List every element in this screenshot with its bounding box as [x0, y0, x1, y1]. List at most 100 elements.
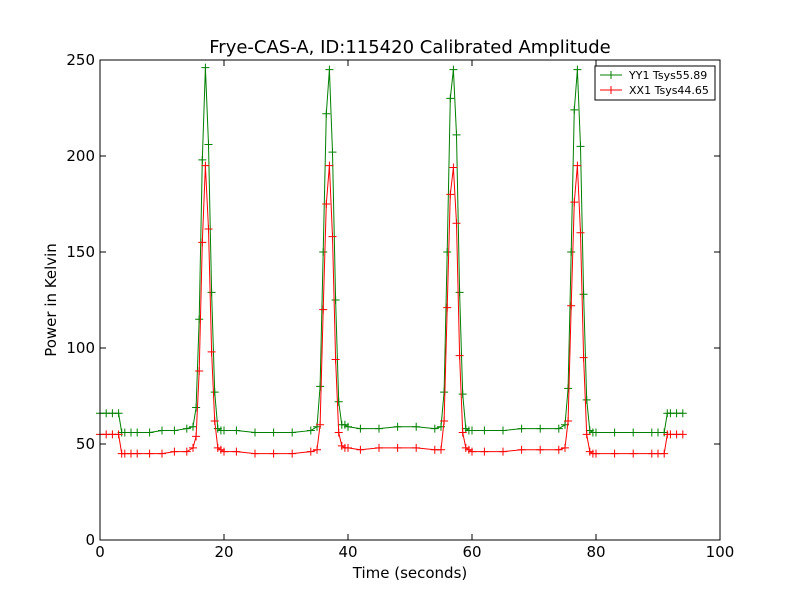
data-point	[610, 449, 619, 458]
legend-label-xx1: XX1 Tsys44.65	[629, 84, 709, 97]
data-point	[133, 449, 142, 458]
data-point	[579, 353, 588, 362]
x-tick-label: 0	[95, 543, 105, 561]
data-point	[582, 395, 591, 404]
data-point	[331, 296, 340, 304]
x-axis-label: Time (seconds)	[352, 564, 468, 582]
data-point	[517, 445, 526, 454]
data-point	[449, 65, 458, 74]
data-point	[458, 390, 467, 399]
data-point	[579, 290, 588, 299]
data-point	[375, 424, 383, 433]
data-point	[328, 148, 337, 157]
data-point	[334, 428, 343, 437]
data-point	[468, 447, 476, 456]
data-point	[629, 428, 638, 437]
data-point	[567, 248, 576, 256]
data-point	[536, 424, 545, 433]
data-point	[678, 430, 687, 439]
data-point	[554, 445, 563, 454]
data-point	[288, 428, 297, 437]
data-point	[554, 424, 563, 433]
data-point	[306, 426, 315, 435]
data-point	[210, 388, 219, 397]
data-point	[198, 238, 207, 247]
data-point	[232, 426, 241, 435]
data-point	[316, 382, 325, 391]
data-point	[480, 426, 489, 435]
data-point	[251, 449, 259, 458]
data-point	[201, 161, 210, 170]
data-point	[158, 426, 166, 435]
data-point	[610, 428, 619, 437]
data-point	[437, 445, 445, 454]
plot-area	[96, 63, 687, 458]
data-point	[331, 355, 340, 364]
data-point	[455, 351, 464, 360]
data-point	[443, 248, 452, 256]
data-point	[201, 63, 210, 72]
data-point	[306, 447, 315, 456]
x-tick-label: 100	[706, 543, 735, 561]
data-point	[576, 142, 585, 151]
data-point	[356, 445, 365, 454]
series-line	[100, 165, 683, 455]
data-point	[430, 424, 439, 433]
data-point	[189, 443, 197, 452]
legend-marker-xx1	[607, 86, 615, 94]
data-point	[210, 416, 219, 425]
x-tick-label: 60	[462, 543, 481, 561]
data-point	[570, 105, 579, 114]
data-point	[322, 200, 331, 208]
y-tick-label: 200	[66, 147, 95, 165]
data-point	[375, 443, 383, 452]
data-point	[443, 303, 452, 312]
data-point	[170, 447, 179, 456]
data-point	[564, 384, 573, 393]
data-point	[536, 445, 545, 454]
data-point	[158, 449, 166, 458]
legend-box	[594, 65, 716, 101]
data-point	[458, 428, 467, 437]
data-point	[133, 428, 142, 437]
data-point	[678, 409, 687, 418]
y-tick-label: 150	[66, 243, 95, 261]
x-axis: 0 20 40 60 80 100	[95, 60, 734, 561]
data-point	[468, 426, 476, 435]
plot-frame	[99, 59, 721, 541]
data-point	[517, 424, 526, 433]
x-tick-label: 20	[214, 543, 233, 561]
data-point	[393, 422, 402, 431]
data-point	[269, 428, 278, 437]
data-point	[145, 428, 154, 437]
data-point	[269, 449, 278, 458]
series-line	[100, 67, 683, 433]
data-point	[629, 449, 638, 458]
data-point	[440, 388, 449, 397]
chart-title: Frye-CAS-A, ID:115420 Calibrated Amplitu…	[209, 37, 610, 58]
data-point	[204, 140, 213, 149]
data-point	[660, 449, 669, 458]
data-point	[328, 232, 337, 241]
data-point	[573, 65, 582, 74]
data-point	[573, 161, 582, 170]
y-axis-label: Power in Kelvin	[42, 243, 60, 357]
data-point	[251, 428, 259, 437]
data-point	[412, 443, 421, 452]
data-point	[288, 449, 297, 458]
data-point	[561, 443, 569, 452]
data-point	[319, 248, 328, 256]
y-tick-label: 100	[66, 339, 95, 357]
data-point	[582, 430, 591, 439]
data-point	[192, 432, 201, 441]
data-point	[145, 449, 154, 458]
data-point	[567, 301, 576, 310]
data-point	[195, 367, 204, 376]
data-point	[182, 447, 191, 456]
data-point	[189, 422, 197, 431]
data-point	[182, 424, 191, 433]
data-point	[316, 420, 325, 429]
series-1	[96, 161, 687, 458]
data-point	[207, 347, 216, 356]
data-point	[195, 315, 204, 324]
